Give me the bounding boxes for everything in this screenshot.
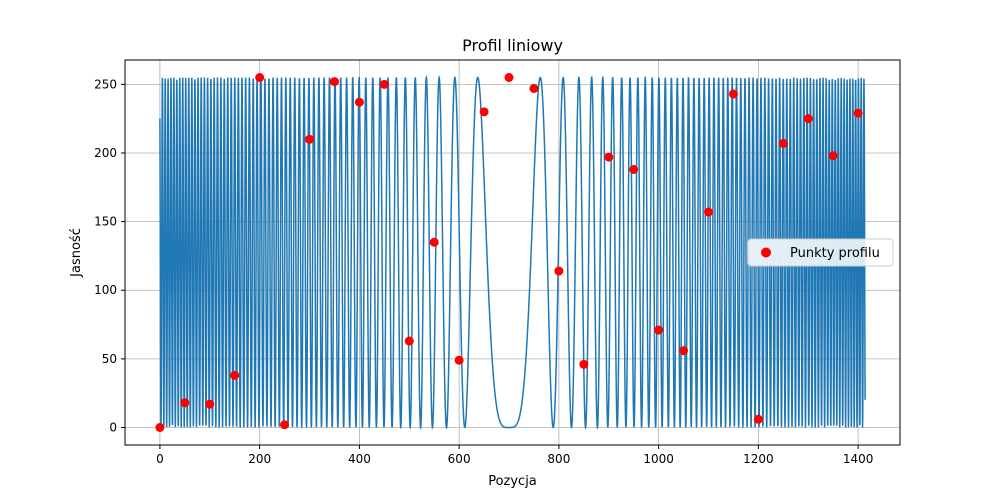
- x-tick-label: 1200: [743, 452, 774, 466]
- profile-point: [629, 164, 639, 174]
- profile-point: [255, 73, 265, 82]
- profile-points: [155, 73, 863, 432]
- y-tick-label: 50: [102, 352, 117, 366]
- profile-point: [654, 325, 664, 335]
- legend-box: [747, 238, 894, 267]
- profile-point: [454, 355, 464, 365]
- profile-line-path: [159, 75, 866, 431]
- x-tick-label: 1000: [643, 452, 674, 466]
- profile-point: [504, 73, 514, 82]
- profile-point: [180, 398, 190, 408]
- profile-point: [404, 336, 414, 346]
- profile-point: [230, 370, 240, 380]
- y-tick-label: 100: [94, 283, 117, 297]
- profile-line: [159, 75, 866, 431]
- profile-point: [828, 151, 838, 161]
- x-tick-label: 600: [448, 452, 471, 466]
- x-tick-label: 1400: [843, 452, 874, 466]
- profile-point: [479, 107, 489, 117]
- x-tick-label: 800: [547, 452, 570, 466]
- axis-ticks: 0 200 400 600 800 1000 1200 1400 0 50 100 150 200 250: [94, 77, 873, 466]
- legend-marker: [761, 247, 771, 258]
- profile-point: [329, 77, 339, 87]
- y-tick-label: 0: [109, 421, 117, 435]
- profile-point: [280, 420, 290, 430]
- x-axis-title: Pozycja: [488, 474, 537, 489]
- profile-point: [429, 237, 439, 247]
- profile-point: [155, 423, 165, 432]
- profile-point: [803, 114, 813, 124]
- profile-point: [679, 346, 689, 356]
- y-axis-title: Jasność: [69, 228, 84, 278]
- profile-point: [579, 359, 589, 369]
- chart-title: Profil liniowy: [462, 36, 563, 55]
- profile-point: [554, 266, 564, 276]
- legend-label: Punkty profilu: [790, 246, 880, 261]
- profile-point: [728, 89, 738, 99]
- x-tick-label: 200: [248, 452, 271, 466]
- profile-point: [205, 399, 215, 409]
- profile-point: [753, 414, 763, 424]
- profile-point: [379, 79, 389, 89]
- y-tick-label: 250: [94, 77, 117, 91]
- legend: Punkty profilu: [747, 238, 894, 267]
- profile-point: [853, 108, 863, 118]
- profile-point: [305, 134, 315, 144]
- y-tick-label: 150: [94, 215, 117, 229]
- x-tick-label: 400: [348, 452, 371, 466]
- y-tick-label: 200: [94, 146, 117, 160]
- profile-point: [703, 207, 713, 217]
- profile-point: [778, 138, 788, 148]
- profile-point: [604, 152, 614, 162]
- plot-frame: [124, 59, 901, 446]
- profile-point: [354, 97, 364, 107]
- x-tick-label: 0: [156, 452, 164, 466]
- profile-point: [529, 83, 539, 93]
